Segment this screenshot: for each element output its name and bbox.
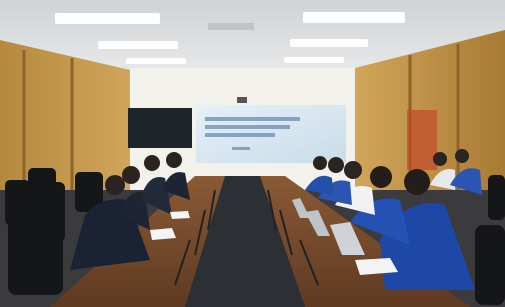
camera [237,97,247,103]
page: Meeting room html, body { margin: 0; pad… [0,0,505,307]
page-body: {} [0,0,505,307]
door [407,110,437,170]
tv-monitor [128,108,192,148]
meeting-room-photo [0,0,505,307]
vent [208,23,254,30]
